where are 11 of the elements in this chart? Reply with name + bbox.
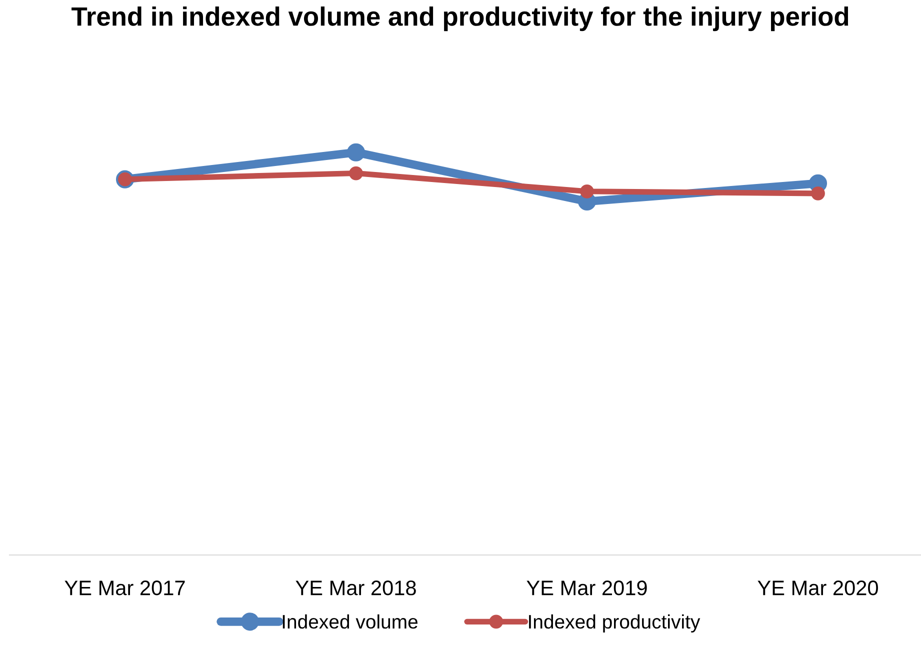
legend-label: Indexed productivity: [529, 614, 700, 632]
point: [349, 166, 363, 180]
x-tick-label: YE Mar 2017: [64, 580, 185, 596]
x-tick-label: YE Mar 2018: [296, 580, 416, 596]
point: [580, 184, 594, 198]
x-tick-label: YE Mar 2019: [526, 580, 647, 596]
chart-title: Trend in indexed volume and productivity for the injury period: [72, 6, 848, 32]
point: [346, 143, 366, 162]
legend-label: Indexed volume: [282, 614, 418, 629]
x-tick-label: YE Mar 2020: [758, 580, 878, 596]
point: [811, 186, 825, 200]
